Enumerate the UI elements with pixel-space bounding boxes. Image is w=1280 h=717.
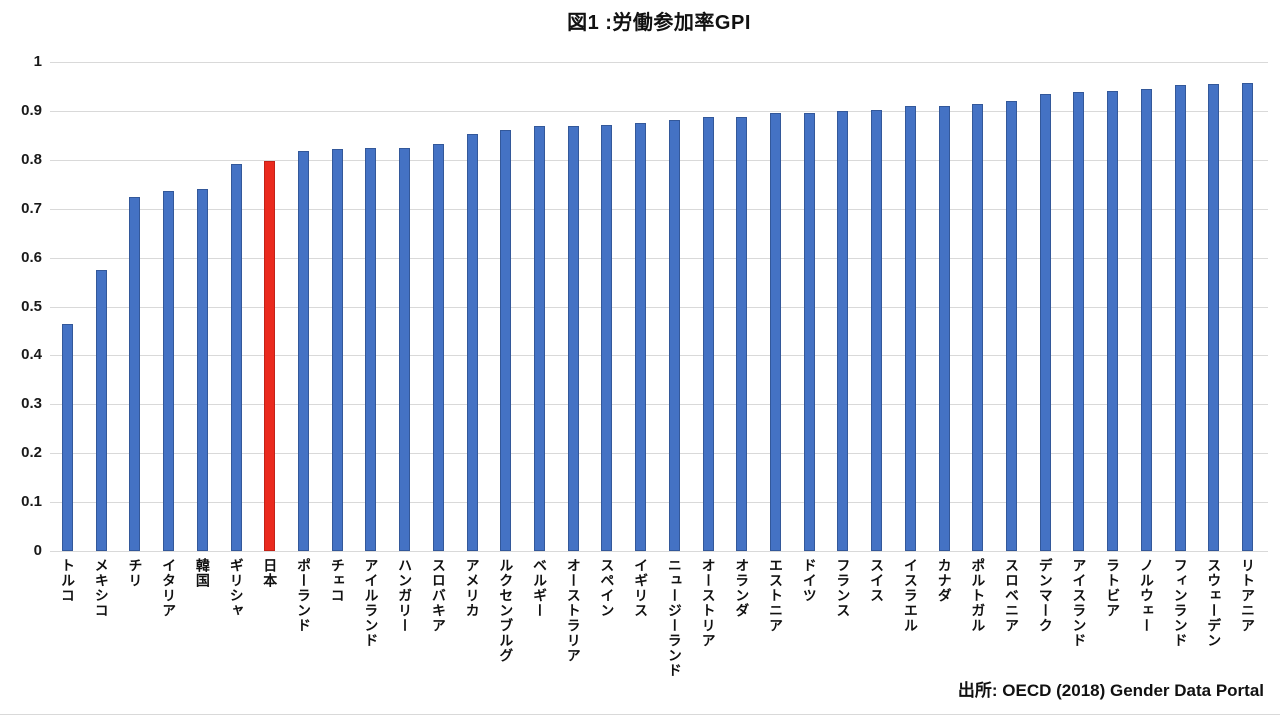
bar <box>803 112 815 551</box>
x-axis-category-label: デンマーク <box>1037 558 1054 633</box>
bar <box>298 151 309 551</box>
x-axis-category-label: 韓国 <box>194 558 211 588</box>
x-axis-category-label: フランス <box>835 558 852 618</box>
x-axis-category-label: ニュージーランド <box>666 558 683 678</box>
gridline <box>50 502 1268 503</box>
x-axis-category-label: アイスランド <box>1071 558 1088 648</box>
y-axis-tick-label: 0.3 <box>21 395 42 412</box>
gridline <box>50 307 1268 308</box>
bar <box>837 111 849 551</box>
x-axis-category-label: ベルギー <box>532 558 548 618</box>
x-axis-category-label: オーストラリア <box>565 558 582 663</box>
x-axis-category-label: トルコ <box>60 558 76 603</box>
x-axis-category-label: ポーランド <box>296 558 312 633</box>
x-axis-category-label: スペイン <box>599 558 616 618</box>
x-axis-category-label: ノルウェー <box>1138 558 1155 633</box>
bar <box>1073 91 1085 551</box>
x-axis-category-label: フィンランド <box>1172 558 1189 648</box>
bar <box>938 106 950 551</box>
x-axis-category-label: スロバキア <box>430 558 447 633</box>
bar <box>500 129 512 551</box>
bar <box>163 190 175 551</box>
x-axis-category-label: アメリカ <box>464 558 481 618</box>
x-axis-category-label: チェコ <box>329 558 346 603</box>
bar <box>567 126 579 551</box>
bar <box>432 144 444 551</box>
bar <box>770 113 781 551</box>
x-axis-category-label: ドイツ <box>801 558 818 603</box>
bar-highlight-japan <box>264 160 276 551</box>
bar <box>62 323 73 551</box>
x-axis-category-label: エストニア <box>768 558 784 633</box>
y-axis-tick-label: 0.5 <box>21 298 42 315</box>
bar <box>668 119 680 551</box>
x-axis-category-label: オランダ <box>734 558 751 618</box>
y-axis-tick-label: 0.7 <box>21 200 42 217</box>
bar <box>399 147 411 551</box>
bar <box>1242 83 1253 551</box>
y-axis-tick-label: 1 <box>33 53 42 70</box>
y-axis-tick-label: 0.4 <box>21 346 42 363</box>
bar <box>365 147 377 551</box>
bar <box>1039 94 1051 551</box>
gridline <box>50 453 1268 454</box>
x-axis-category-label: スロベニア <box>1004 558 1020 633</box>
x-axis-category-label: スイス <box>869 558 886 603</box>
x-axis-category-label: メキシコ <box>93 558 110 618</box>
x-axis-category-label: チリ <box>127 558 144 588</box>
bar <box>1107 91 1119 551</box>
bar <box>95 269 107 551</box>
gridline <box>50 404 1268 405</box>
x-axis-category-label: スウェーデン <box>1206 558 1223 648</box>
x-axis-category-label: ポルトガル <box>970 558 987 633</box>
bar <box>601 125 613 551</box>
source-note: 出所: OECD (2018) Gender Data Portal <box>957 681 1264 700</box>
bar <box>1208 84 1220 551</box>
bar <box>635 122 647 551</box>
gridline <box>50 111 1268 112</box>
bar <box>230 164 242 551</box>
bar <box>702 116 714 551</box>
y-axis-tick-label: 0.8 <box>21 151 42 168</box>
bar <box>1006 100 1017 551</box>
x-axis-category-label: オーストリア <box>700 558 717 648</box>
bar <box>1140 88 1152 551</box>
bar <box>534 126 545 551</box>
gridline <box>50 355 1268 356</box>
gridline <box>50 551 1268 552</box>
x-axis-category-label: ハンガリー <box>397 558 414 633</box>
y-axis-tick-label: 0.6 <box>21 249 42 266</box>
bar <box>871 110 883 551</box>
x-axis-category-label: リトアニア <box>1240 558 1256 633</box>
gridline <box>50 209 1268 210</box>
x-axis-category-label: 日本 <box>262 558 279 588</box>
y-axis-tick-label: 0.1 <box>21 493 42 510</box>
bar <box>904 106 916 551</box>
bar <box>196 189 208 551</box>
x-axis-category-label: ルクセンブルグ <box>498 558 515 663</box>
bar <box>736 116 748 551</box>
x-axis-category-label: ギリシャ <box>228 558 245 618</box>
chart-title: 図1 :労働参加率GPI <box>567 12 751 34</box>
x-axis-category-label: アイルランド <box>363 558 380 648</box>
chart-bottom-border <box>0 714 1280 715</box>
y-axis-tick-label: 0 <box>33 542 42 559</box>
y-axis-tick-label: 0.2 <box>21 444 42 461</box>
bar <box>129 196 141 551</box>
gridline <box>50 160 1268 161</box>
gridline <box>50 258 1268 259</box>
x-axis-category-label: カナダ <box>936 558 953 603</box>
bar <box>972 104 984 551</box>
bar <box>331 149 343 551</box>
x-axis-category-label: イスラエル <box>902 558 919 633</box>
x-axis-category-label: ラトビア <box>1105 558 1122 618</box>
bar <box>1174 85 1186 551</box>
gridline <box>50 62 1268 63</box>
bar <box>466 133 478 551</box>
x-axis-category-label: イタリア <box>161 558 178 618</box>
x-axis-category-label: イギリス <box>633 558 650 618</box>
y-axis-tick-label: 0.9 <box>21 102 42 119</box>
